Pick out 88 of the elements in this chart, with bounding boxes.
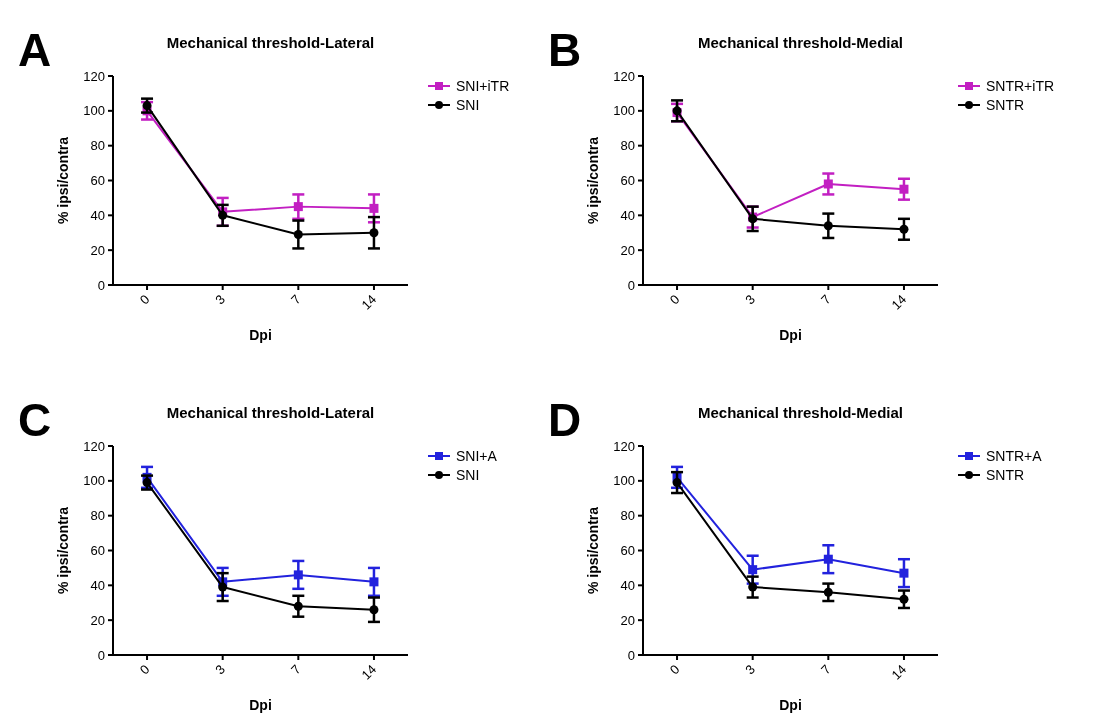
point — [293, 202, 303, 212]
y-tick-label: 0 — [97, 647, 105, 663]
y-tick-label: 100 — [83, 103, 105, 119]
point — [369, 577, 379, 587]
x-tick-label: 0 — [136, 661, 153, 678]
point — [823, 221, 833, 231]
chart-title: Mechanical threshold-Medial — [697, 34, 904, 51]
y-tick-label: 0 — [627, 277, 635, 293]
chart-title: Mechanical threshold-Lateral — [166, 404, 375, 421]
y-axis-title: % ipsi/contra — [55, 136, 71, 225]
y-tick-label: 40 — [90, 577, 105, 593]
point — [748, 582, 758, 592]
point — [899, 184, 909, 194]
x-tick-label: 3 — [212, 661, 229, 678]
legend-label: SNTR+iTR — [986, 77, 1055, 94]
point — [293, 601, 303, 611]
x-tick-label: 14 — [888, 661, 910, 683]
y-tick-label: 100 — [613, 473, 635, 489]
point — [293, 229, 303, 239]
chart-title: Mechanical threshold-Medial — [697, 404, 904, 421]
x-tick-label: 3 — [742, 291, 759, 308]
point — [369, 203, 379, 213]
x-tick-label: 14 — [358, 291, 380, 313]
y-tick-label: 60 — [620, 173, 635, 189]
x-axis-title: Dpi — [249, 327, 272, 343]
y-tick-label: 20 — [620, 612, 635, 628]
point — [899, 594, 909, 604]
y-tick-label: 0 — [627, 647, 635, 663]
x-tick-label: 7 — [287, 291, 304, 308]
x-tick-label: 0 — [136, 291, 153, 308]
y-tick-label: 80 — [620, 138, 635, 154]
point — [823, 179, 833, 189]
point — [218, 582, 228, 592]
point — [293, 570, 303, 580]
y-tick-label: 80 — [620, 508, 635, 524]
y-axis-title: % ipsi/contra — [585, 506, 601, 595]
x-axis-title: Dpi — [779, 327, 802, 343]
legend-label: SNI — [456, 96, 480, 113]
legend-label: SNI+iTR — [456, 77, 510, 94]
y-tick-label: 80 — [90, 508, 105, 524]
x-tick-label: 3 — [742, 661, 759, 678]
y-tick-label: 20 — [620, 242, 635, 258]
y-tick-label: 100 — [613, 103, 635, 119]
y-tick-label: 100 — [83, 473, 105, 489]
y-tick-label: 120 — [83, 68, 105, 84]
y-tick-label: 40 — [620, 577, 635, 593]
legend-label: SNTR — [986, 466, 1025, 483]
chart-title: Mechanical threshold-Lateral — [166, 34, 375, 51]
point — [748, 565, 758, 575]
y-tick-label: 60 — [620, 543, 635, 559]
y-tick-label: 60 — [90, 173, 105, 189]
legend-label: SNI+A — [456, 447, 498, 464]
point — [672, 478, 682, 488]
y-tick-label: 120 — [613, 438, 635, 454]
text: B — [548, 24, 582, 76]
x-tick-label: 7 — [817, 661, 834, 678]
point — [899, 224, 909, 234]
y-tick-label: 40 — [90, 207, 105, 223]
legend-label: SNI — [456, 466, 480, 483]
point — [899, 568, 909, 578]
point — [369, 605, 379, 615]
text: D — [548, 394, 582, 446]
x-tick-label: 3 — [212, 291, 229, 308]
point — [823, 554, 833, 564]
text: C — [18, 394, 52, 446]
x-tick-label: 14 — [358, 661, 380, 683]
y-tick-label: 120 — [613, 68, 635, 84]
y-tick-label: 60 — [90, 543, 105, 559]
x-tick-label: 0 — [666, 291, 683, 308]
y-tick-label: 0 — [97, 277, 105, 293]
y-tick-label: 20 — [90, 612, 105, 628]
legend-label: SNTR+A — [986, 447, 1043, 464]
point — [823, 587, 833, 597]
x-axis-title: Dpi — [779, 697, 802, 713]
legend-label: SNTR — [986, 96, 1025, 113]
x-tick-label: 7 — [287, 661, 304, 678]
y-tick-label: 120 — [83, 438, 105, 454]
y-tick-label: 20 — [90, 242, 105, 258]
y-axis-title: % ipsi/contra — [55, 506, 71, 595]
x-tick-label: 7 — [817, 291, 834, 308]
point — [369, 228, 379, 238]
x-tick-label: 14 — [888, 291, 910, 313]
x-axis-title: Dpi — [249, 697, 272, 713]
text: A — [18, 24, 52, 76]
x-tick-label: 0 — [666, 661, 683, 678]
y-tick-label: 80 — [90, 138, 105, 154]
y-axis-title: % ipsi/contra — [585, 136, 601, 225]
y-tick-label: 40 — [620, 207, 635, 223]
